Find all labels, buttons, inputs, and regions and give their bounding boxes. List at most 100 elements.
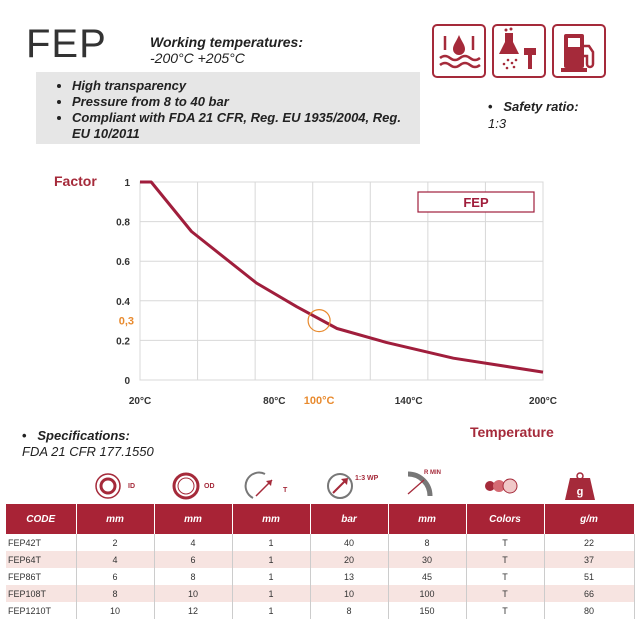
feature-item: High transparency — [72, 78, 420, 94]
cell: 1 — [232, 602, 311, 619]
weight-icon: g — [565, 472, 595, 500]
safety-label: Safety ratio: — [503, 99, 579, 114]
cell: FEP1210T — [6, 602, 77, 619]
colors-icon — [485, 478, 518, 494]
legend-label: FEP — [463, 195, 489, 210]
highlight-marker — [307, 309, 331, 333]
cell: T — [466, 585, 545, 602]
cell: 8 — [76, 585, 155, 602]
chart-grid — [139, 181, 544, 381]
cell: 150 — [388, 602, 467, 619]
cell: 1 — [232, 551, 311, 568]
y-tick-label: 1 — [124, 178, 130, 189]
y-tick-label: 0.4 — [116, 297, 130, 308]
table-row: FEP1210T 10 12 1 8 150 T 80 — [6, 602, 635, 619]
y-tick-label: 0.6 — [116, 257, 130, 268]
icon-label-rmin: R MIN — [424, 470, 441, 476]
cell: 1 — [232, 534, 311, 551]
working-pressure-icon: 1:3 WP — [327, 473, 379, 499]
table-icon-row: ID OD T 1:3 WP R MIN g — [95, 470, 595, 500]
icon-label-t: T — [283, 487, 288, 494]
cell: 66 — [544, 585, 635, 602]
cell: 40 — [310, 534, 389, 551]
table-row: FEP86T 6 8 1 13 45 T 51 — [6, 568, 635, 585]
cell: 20 — [310, 551, 389, 568]
cell: T — [466, 568, 545, 585]
feature-item: Pressure from 8 to 40 bar — [72, 94, 420, 110]
bend-radius-icon: R MIN — [407, 470, 441, 497]
cell: 10 — [154, 585, 233, 602]
svg-text:g: g — [577, 486, 584, 498]
icon-label-id: ID — [128, 483, 135, 490]
working-temp-value: -200°C +205°C — [150, 50, 245, 66]
icon-label-od: OD — [204, 483, 215, 490]
series-line-fep — [140, 180, 544, 374]
col-header-od: mm — [154, 504, 233, 534]
cell: 22 — [544, 534, 635, 551]
y-axis-label: Factor — [54, 173, 97, 189]
fuel-pump-icon — [552, 24, 606, 78]
y-tick-label: 0,3 — [119, 316, 134, 328]
safety-value: 1:3 — [488, 116, 507, 131]
feature-item: Compliant with FDA 21 CFR, Reg. EU 1935/… — [72, 110, 420, 142]
cell: 1 — [232, 585, 311, 602]
cell: 1 — [232, 568, 311, 585]
specs-value: FDA 21 CFR 177.1550 — [22, 444, 154, 459]
specifications: • Specifications: FDA 21 CFR 177.1550 — [22, 428, 154, 459]
icon-label-wp: 1:3 WP — [355, 475, 379, 482]
cell: FEP42T — [6, 534, 77, 551]
plot-frame — [139, 181, 544, 381]
col-header-bend-radius: mm — [388, 504, 467, 534]
water-resistance-icon — [432, 24, 486, 78]
outer-diameter-icon: OD — [172, 472, 215, 500]
col-header-colors: Colors — [466, 504, 545, 534]
cell: 10 — [310, 585, 389, 602]
col-header-id: mm — [76, 504, 155, 534]
x-tick-label: 200°C — [529, 396, 557, 407]
x-tick-label: 100°C — [304, 395, 335, 407]
table-row: FEP108T 8 10 1 10 100 T 66 — [6, 585, 635, 602]
features-box: High transparency Pressure from 8 to 40 … — [36, 72, 420, 144]
cell: 6 — [76, 568, 155, 585]
factor-temperature-chart: Factor 1 0.8 0.6 0.4 0,3 0.2 0 20°C 80°C 100°C 14… — [54, 173, 557, 407]
cell: FEP86T — [6, 568, 77, 585]
x-tick-label: 140°C — [395, 396, 423, 407]
cell: 13 — [310, 568, 389, 585]
legend-box — [417, 191, 535, 213]
safety-ratio: • Safety ratio: 1:3 — [488, 99, 579, 131]
y-tick-label: 0.2 — [116, 336, 130, 347]
x-tick-label: 20°C — [129, 396, 151, 407]
cell: 4 — [76, 551, 155, 568]
inner-diameter-icon: ID — [95, 473, 135, 499]
chemical-spray-icon — [492, 24, 546, 78]
cell: T — [466, 551, 545, 568]
specs-label: Specifications: — [37, 428, 130, 443]
cell: 45 — [388, 568, 467, 585]
cell: 6 — [154, 551, 233, 568]
y-ticks: 1 0.8 0.6 0.4 0,3 0.2 0 — [116, 178, 134, 387]
x-axis-label: Temperature — [470, 424, 554, 440]
col-header-pressure: bar — [310, 504, 389, 534]
cell: 8 — [154, 568, 233, 585]
x-tick-label: 80°C — [263, 396, 285, 407]
cell: 12 — [154, 602, 233, 619]
cell: 51 — [544, 568, 635, 585]
cell: 8 — [310, 602, 389, 619]
cell: 8 — [388, 534, 467, 551]
cell: 2 — [76, 534, 155, 551]
cell: 37 — [544, 551, 635, 568]
working-temp-label: Working temperatures: — [150, 34, 303, 50]
product-title: FEP — [26, 22, 107, 66]
table-header-row: CODE mm mm mm bar mm Colors g/m — [6, 504, 635, 534]
thickness-icon: T — [244, 471, 288, 499]
cell: FEP108T — [6, 585, 77, 602]
cell: 30 — [388, 551, 467, 568]
cell: 100 — [388, 585, 467, 602]
col-header-code: CODE — [6, 504, 77, 534]
cell: T — [466, 602, 545, 619]
cell: 80 — [544, 602, 635, 619]
table-row: FEP42T 2 4 1 40 8 T 22 — [6, 534, 635, 551]
y-tick-label: 0.8 — [116, 218, 130, 229]
cell: 10 — [76, 602, 155, 619]
x-ticks: 20°C 80°C 100°C 140°C 200°C — [129, 395, 557, 407]
